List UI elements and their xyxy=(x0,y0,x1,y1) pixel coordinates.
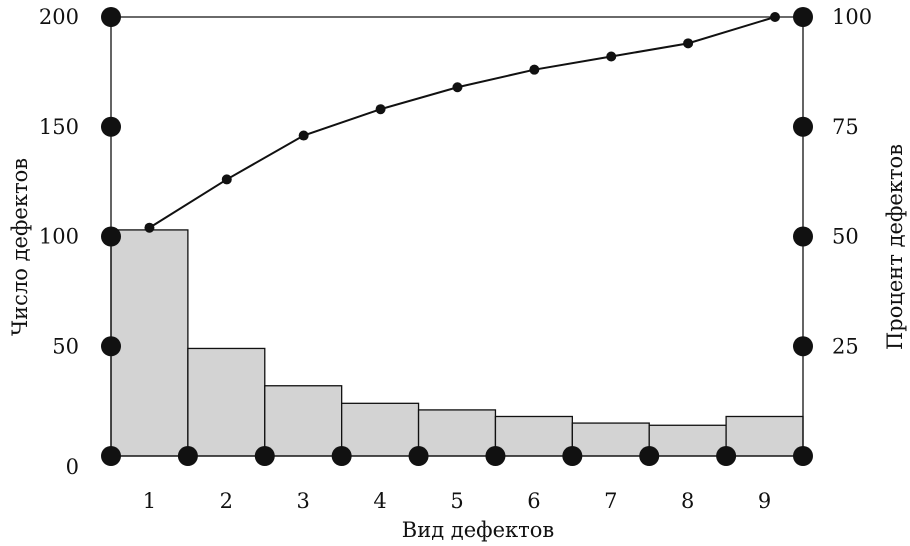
left-axis-marker-200 xyxy=(101,7,121,27)
bar-3 xyxy=(264,385,343,457)
bar-9 xyxy=(725,415,804,457)
y-axis-title: Число дефектов xyxy=(8,158,32,336)
cumulative-point-5 xyxy=(452,82,463,93)
right-axis-marker-50 xyxy=(793,226,813,247)
cumulative-point-6 xyxy=(529,64,540,75)
bar-8 xyxy=(648,424,727,457)
baseline-marker-9 xyxy=(793,446,813,466)
right-axis-marker-75 xyxy=(793,116,813,137)
x-tick-3: 3 xyxy=(297,489,310,513)
y-tick-100: 100 xyxy=(39,225,79,249)
y-tick-50: 50 xyxy=(52,334,79,358)
cumulative-point-7 xyxy=(606,51,617,62)
x-tick-6: 6 xyxy=(527,489,540,513)
x-tick-5: 5 xyxy=(450,489,463,513)
y-tick-150: 150 xyxy=(39,115,79,139)
x-tick-4: 4 xyxy=(373,489,386,513)
baseline-marker-8 xyxy=(716,446,737,466)
bar-4 xyxy=(341,402,420,457)
left-axis-marker-100 xyxy=(101,226,121,247)
bar-5 xyxy=(417,409,497,457)
bar-1 xyxy=(110,229,189,457)
baseline-marker-6 xyxy=(562,446,583,466)
bar-6 xyxy=(494,415,573,457)
baseline-marker-7 xyxy=(639,446,660,466)
baseline-marker-1 xyxy=(177,446,198,466)
y2-tick-75: 75 xyxy=(832,115,859,139)
x-tick-1: 1 xyxy=(143,489,156,513)
cumulative-point-8 xyxy=(683,38,694,49)
tick-labels-group: 1 2 3 4 5 6 7 8 9 0 50 100 150 200 25 50 75 100 xyxy=(39,5,872,513)
x-tick-2: 2 xyxy=(220,489,233,513)
cumulative-line xyxy=(148,16,776,229)
cumulative-point-4 xyxy=(375,104,386,115)
left-axis-marker-150 xyxy=(101,116,121,137)
left-axis-marker-50 xyxy=(101,336,121,357)
x-tick-9: 9 xyxy=(758,489,771,513)
cumulative-point-1 xyxy=(144,222,155,233)
baseline-marker-0 xyxy=(101,446,121,466)
y-tick-0: 0 xyxy=(66,455,79,479)
baseline-marker-2 xyxy=(254,446,275,466)
y2-tick-25: 25 xyxy=(832,334,859,358)
axis-markers-group xyxy=(101,7,813,466)
cumulative-point-9 xyxy=(770,12,780,22)
bars-group xyxy=(110,229,804,457)
y-tick-200: 200 xyxy=(39,5,79,29)
x-tick-7: 7 xyxy=(604,489,617,513)
baseline-marker-3 xyxy=(331,446,352,466)
right-axis-marker-100 xyxy=(793,7,813,27)
x-axis-title: Вид дефектов xyxy=(402,518,554,542)
cumulative-line-group xyxy=(144,12,780,233)
y2-tick-50: 50 xyxy=(832,225,859,249)
y2-axis-title: Процент дефектов xyxy=(883,144,907,350)
cumulative-point-3 xyxy=(298,130,309,141)
x-tick-8: 8 xyxy=(681,489,694,513)
bar-2 xyxy=(187,347,266,457)
right-axis-marker-25 xyxy=(793,336,813,357)
baseline-marker-5 xyxy=(485,446,506,466)
cumulative-point-2 xyxy=(221,174,232,185)
baseline-marker-4 xyxy=(408,446,429,466)
bar-7 xyxy=(571,422,650,457)
y2-tick-100: 100 xyxy=(832,5,872,29)
